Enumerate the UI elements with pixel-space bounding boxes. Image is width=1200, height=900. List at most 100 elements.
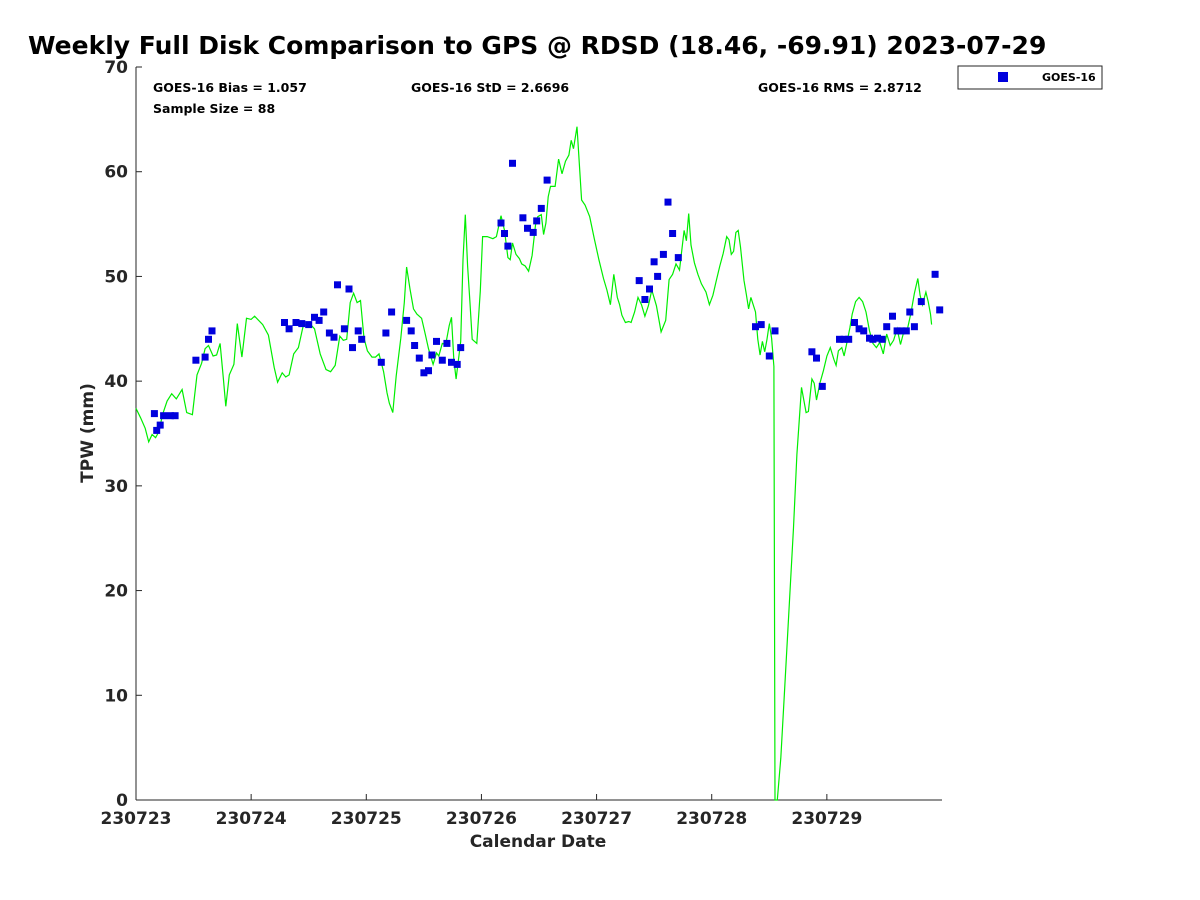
goes16-point (330, 333, 338, 341)
goes16-point (765, 352, 773, 360)
y-tick-label: 20 (104, 582, 128, 602)
goes16-point (428, 351, 436, 359)
goes16-point (411, 342, 419, 349)
goes16-point (201, 353, 209, 361)
goes16-point (669, 230, 677, 237)
goes16-point (315, 316, 323, 324)
goes16-point (298, 320, 306, 328)
goes16-point (917, 298, 925, 306)
goes16-point (354, 327, 362, 335)
goes16-point (893, 327, 901, 335)
goes16-point (171, 412, 179, 420)
goes16-point (358, 335, 366, 343)
goes16-point (433, 337, 440, 345)
goes16-point (292, 319, 300, 326)
goes16-point (156, 421, 164, 429)
goes16-point (349, 344, 356, 352)
y-axis-label: TPW (mm) (78, 383, 98, 483)
x-tick-label: 230726 (446, 809, 517, 829)
goes16-point (150, 410, 158, 418)
goes16-point (325, 329, 333, 337)
legend: GOES-16 (957, 65, 1103, 90)
y-tick-label: 60 (104, 163, 128, 183)
goes16-point (192, 356, 200, 364)
x-tick-label: 230724 (216, 809, 287, 829)
plot-area: 0 10 20 30 40 50 60 70 230723 230724 230725 230726… (101, 58, 944, 829)
x-tick-label: 230723 (101, 809, 172, 829)
y-tick-label: 40 (104, 372, 128, 392)
goes16-point (813, 354, 820, 362)
goes16-point (285, 325, 293, 333)
goes16-point (537, 204, 545, 212)
goes16-point (388, 308, 396, 316)
gps-line (135, 126, 933, 801)
goes16-point (382, 329, 390, 337)
goes16-point (771, 327, 779, 335)
goes16-point (509, 159, 516, 167)
goes16-point (931, 270, 939, 278)
goes16-point (524, 224, 531, 232)
goes16-point (851, 319, 858, 326)
goes16-point (457, 344, 465, 352)
goes16-point (345, 285, 353, 293)
x-axis-label: Calendar Date (470, 832, 607, 852)
goes16-point (878, 335, 886, 343)
goes16-point (153, 426, 161, 434)
goes16-point (448, 358, 455, 366)
y-ticks: 0 10 20 30 40 50 60 70 (104, 58, 142, 811)
goes16-point (659, 250, 667, 258)
goes16-point (167, 412, 174, 420)
y-tick-label: 0 (116, 791, 128, 811)
goes16-point (898, 327, 906, 335)
goes16-point (664, 198, 672, 206)
goes16-point (504, 242, 512, 250)
goes16-point (320, 308, 328, 316)
y-tick-label: 10 (104, 686, 128, 706)
goes16-point (438, 356, 446, 364)
goes16-point (403, 316, 411, 324)
y-tick-label: 50 (104, 267, 128, 287)
goes16-point (674, 254, 682, 262)
goes16-point (808, 348, 816, 356)
goes16-point (425, 367, 432, 375)
goes16-point (818, 382, 826, 390)
goes16-point (377, 358, 385, 366)
goes16-point (836, 335, 843, 343)
goes16-point (205, 335, 212, 343)
rms-stat: GOES-16 RMS = 2.8712 (758, 80, 922, 95)
goes16-point (420, 369, 428, 377)
x-tick-label: 230728 (676, 809, 747, 829)
std-stat: GOES-16 StD = 2.6696 (411, 80, 569, 95)
goes16-point (311, 313, 318, 321)
goes16-point (641, 296, 649, 303)
goes16-point (533, 217, 541, 225)
legend-box (957, 65, 1103, 90)
goes16-point (543, 176, 551, 184)
goes16-point (906, 308, 914, 316)
legend-label-goes16: GOES-16 (1042, 71, 1096, 84)
goes16-point (529, 228, 537, 236)
goes16-point (650, 258, 658, 266)
x-tick-label: 230729 (791, 809, 862, 829)
goes16-point (889, 312, 896, 320)
goes16-point (902, 327, 910, 335)
goes16-point (869, 335, 877, 343)
goes16-point (407, 327, 415, 335)
x-ticks: 230723 230724 230725 230726 230727 230728 2307… (101, 794, 862, 829)
goes16-series (150, 159, 944, 434)
goes16-point (910, 323, 918, 331)
goes16-point (208, 327, 216, 335)
bias-stat: GOES-16 Bias = 1.057 (153, 80, 307, 95)
goes16-point (334, 281, 341, 289)
goes16-point (305, 321, 313, 329)
goes16-point (936, 306, 944, 314)
x-tick-label: 230725 (331, 809, 402, 829)
y-tick-label: 70 (104, 58, 128, 78)
goes16-point (757, 321, 765, 329)
goes16-point (497, 219, 505, 227)
goes16-point (160, 412, 168, 420)
goes16-point (840, 335, 848, 343)
goes16-point (415, 354, 423, 362)
goes16-point (453, 360, 461, 368)
goes16-point (501, 230, 508, 237)
